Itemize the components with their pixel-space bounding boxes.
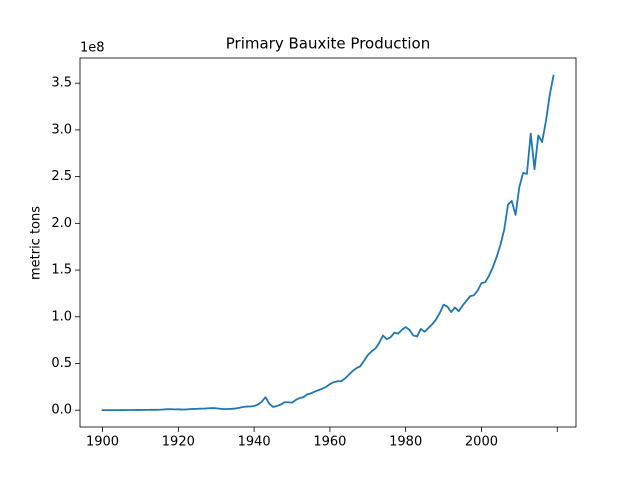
y-offset-label: 1e8 — [80, 41, 105, 56]
x-tick-label: 1900 — [86, 435, 119, 450]
axes-frame — [79, 57, 577, 428]
y-tick-label: 1.5 — [51, 263, 72, 278]
data-line — [101, 74, 555, 412]
x-tick-label: 1920 — [162, 435, 195, 450]
x-tick-label: 1980 — [389, 435, 422, 450]
x-tick-label: 1960 — [313, 435, 346, 450]
y-tick-label: 0.0 — [51, 403, 72, 418]
y-tick-label: 1.0 — [51, 309, 72, 324]
y-tick-label: 2.0 — [51, 216, 72, 231]
y-tick-label: 0.5 — [51, 356, 72, 371]
chart-title: Primary Bauxite Production — [226, 35, 430, 53]
y-axis-label: metric tons — [29, 206, 44, 280]
y-tick-label: 3.0 — [51, 122, 72, 137]
y-tick-label: 3.5 — [51, 76, 72, 91]
x-tick-label: 2000 — [465, 435, 498, 450]
y-tick-label: 2.5 — [51, 169, 72, 184]
x-tick-label: 1940 — [238, 435, 271, 450]
